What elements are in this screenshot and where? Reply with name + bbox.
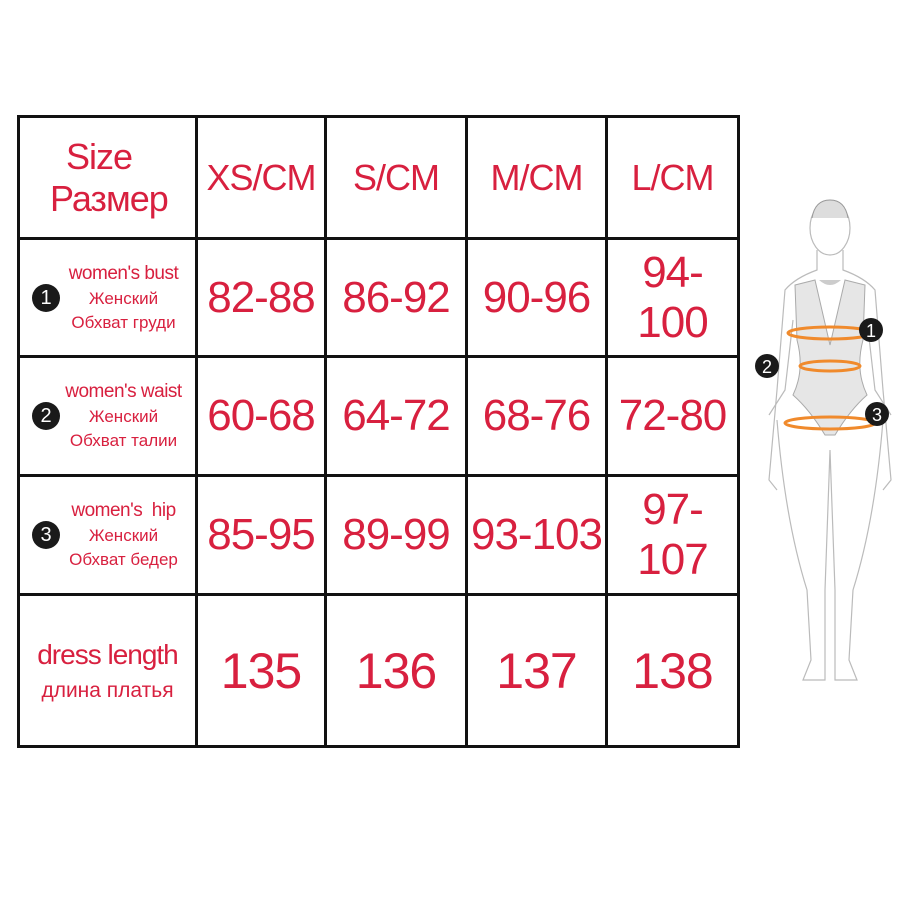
label-ru: длина платья bbox=[41, 678, 174, 702]
table-row-dress-length: dress length длина платья 135 136 137 13… bbox=[17, 593, 740, 748]
label-ru: Обхват талии bbox=[69, 431, 178, 450]
table-row-waist: 2 women's waist Женский Обхват талии 60-… bbox=[17, 355, 740, 477]
table-row-hip: 3 women's hip Женский Обхват бедер 85-95… bbox=[17, 474, 740, 596]
label-en: women's bust bbox=[68, 262, 179, 284]
value-cell: 137 bbox=[465, 593, 608, 748]
value-cell: 94-100 bbox=[605, 237, 740, 358]
svg-text:2: 2 bbox=[762, 357, 772, 377]
row-label-hip: 3 women's hip Женский Обхват бедер bbox=[17, 474, 198, 596]
size-label-ru: Размер bbox=[50, 177, 169, 219]
value-cell: 89-99 bbox=[324, 474, 468, 596]
value-cell: 90-96 bbox=[465, 237, 608, 358]
marker-1-icon: 1 bbox=[859, 318, 883, 342]
label-ru: Женский bbox=[88, 288, 159, 308]
label-ru: Женский bbox=[88, 407, 159, 426]
svg-text:1: 1 bbox=[866, 321, 876, 341]
value-cell: 135 bbox=[195, 593, 327, 748]
body-measurement-figure: 1 2 3 bbox=[755, 199, 892, 681]
header-row: Size Размер XS/CM S/CM M/CM L/CM bbox=[17, 115, 740, 240]
row-label-dress-length: dress length длина платья bbox=[17, 593, 198, 748]
value-cell: 97-107 bbox=[605, 474, 740, 596]
label-en: women's hip bbox=[71, 500, 176, 521]
label-ru: Женский bbox=[88, 526, 159, 545]
value-cell: 86-92 bbox=[324, 237, 468, 358]
column-header-m: M/CM bbox=[465, 115, 608, 240]
value-cell: 72-80 bbox=[605, 355, 740, 477]
marker-2-icon: 2 bbox=[32, 402, 60, 430]
table-row-bust: 1 women's bust Женский Обхват груди 82-8… bbox=[17, 237, 740, 358]
column-header-xs: XS/CM bbox=[195, 115, 327, 240]
label-en: dress length bbox=[37, 638, 179, 670]
value-cell: 60-68 bbox=[195, 355, 327, 477]
value-cell: 136 bbox=[324, 593, 468, 748]
size-label-en: Size bbox=[66, 135, 133, 177]
label-ru: Обхват бедер bbox=[69, 550, 178, 569]
marker-3-icon: 3 bbox=[32, 521, 60, 549]
value-cell: 68-76 bbox=[465, 355, 608, 477]
svg-text:3: 3 bbox=[872, 405, 882, 425]
label-ru: Обхват груди bbox=[71, 312, 176, 332]
size-header-cell: Size Размер bbox=[17, 115, 198, 240]
value-cell: 93-103 bbox=[465, 474, 608, 596]
row-label-waist: 2 women's waist Женский Обхват талии bbox=[17, 355, 198, 477]
marker-2-icon: 2 bbox=[755, 354, 779, 378]
value-cell: 82-88 bbox=[195, 237, 327, 358]
marker-3-icon: 3 bbox=[865, 402, 889, 426]
row-label-bust: 1 women's bust Женский Обхват груди bbox=[17, 237, 198, 358]
column-header-l: L/CM bbox=[605, 115, 740, 240]
marker-1-icon: 1 bbox=[32, 283, 60, 312]
size-chart-table: Size Размер XS/CM S/CM M/CM L/CM 1 women… bbox=[17, 115, 740, 748]
value-cell: 138 bbox=[605, 593, 740, 748]
value-cell: 85-95 bbox=[195, 474, 327, 596]
label-en: women's waist bbox=[65, 381, 182, 402]
waist-measure-line bbox=[798, 359, 862, 373]
value-cell: 64-72 bbox=[324, 355, 468, 477]
column-header-s: S/CM bbox=[324, 115, 468, 240]
